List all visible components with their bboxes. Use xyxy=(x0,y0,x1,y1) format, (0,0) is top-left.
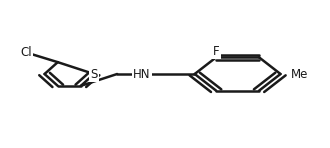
Text: Me: Me xyxy=(290,67,308,81)
Text: F: F xyxy=(213,45,219,58)
Text: Cl: Cl xyxy=(20,46,32,59)
Text: S: S xyxy=(90,67,98,81)
Text: HN: HN xyxy=(133,67,151,81)
